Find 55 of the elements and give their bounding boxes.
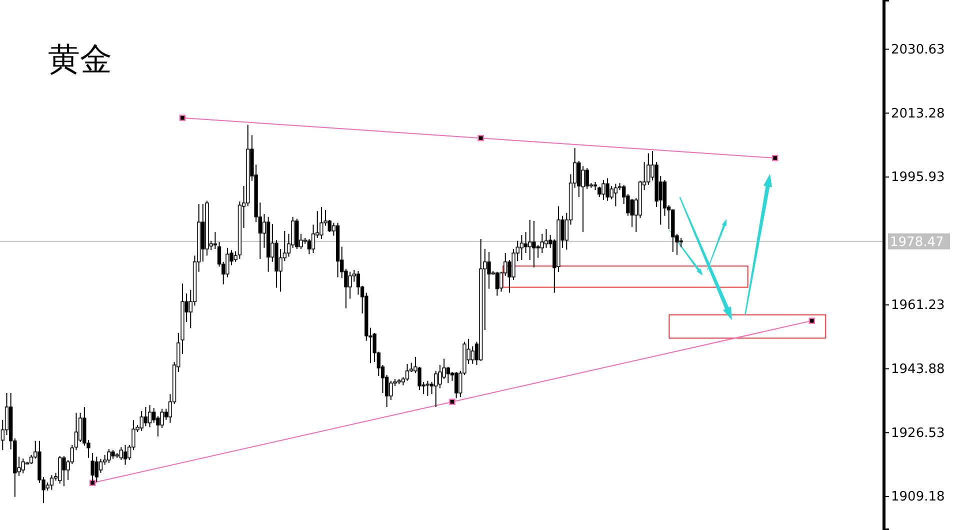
candlestick <box>544 228 548 248</box>
candlestick <box>140 410 144 432</box>
candlestick <box>536 244 540 258</box>
candlestick <box>585 167 589 190</box>
candlestick <box>679 237 683 248</box>
candlestick <box>602 180 606 200</box>
candlestick <box>434 370 438 408</box>
candlestick <box>98 458 103 474</box>
candlestick <box>532 220 536 268</box>
candlestick <box>524 232 528 254</box>
candlestick <box>540 233 544 254</box>
candlestick <box>470 346 474 364</box>
candlestick <box>320 206 324 240</box>
candlestick <box>454 371 458 399</box>
candlestick <box>119 446 124 461</box>
candlestick <box>152 408 156 424</box>
y-tick-label: 2013.28 <box>891 106 945 122</box>
candlestick <box>426 380 430 396</box>
candlestick <box>21 458 25 474</box>
candlestick <box>614 183 618 207</box>
candlestick <box>29 454 34 465</box>
candlestick <box>144 406 148 427</box>
candlestick <box>213 232 218 250</box>
candlestick <box>446 366 450 384</box>
candlestick <box>389 380 393 400</box>
point <box>772 154 778 162</box>
point <box>808 318 815 324</box>
y-tick-label: 1909.18 <box>891 490 945 505</box>
candlestick <box>598 186 602 198</box>
candlestick <box>62 455 66 487</box>
y-tick-label: 1995.93 <box>891 170 945 186</box>
y-tick-label: 2030.63 <box>891 42 945 58</box>
candlestick <box>630 198 634 228</box>
candlestick <box>348 271 352 300</box>
candlestick <box>50 474 54 490</box>
candlestick <box>520 234 524 261</box>
y-tick-label: 1926.53 <box>891 426 945 441</box>
point <box>449 398 456 405</box>
candlestick <box>107 448 111 464</box>
candlestick <box>123 444 128 466</box>
ref-line-label: 1978.47 <box>890 234 944 250</box>
text: 黄金 <box>48 40 112 78</box>
candlestick <box>328 219 332 233</box>
point <box>478 135 484 142</box>
candlestick <box>311 224 316 254</box>
candlestick <box>405 363 410 382</box>
candlestick <box>58 455 62 484</box>
y-tick-label: 1943.88 <box>891 362 945 377</box>
y-tick-label: 1961.23 <box>891 298 945 314</box>
candlestick <box>148 404 152 428</box>
candlestick <box>606 178 610 202</box>
candlestick <box>528 219 532 261</box>
point <box>179 114 186 121</box>
candlestick <box>495 271 500 296</box>
candlestick <box>356 270 360 296</box>
